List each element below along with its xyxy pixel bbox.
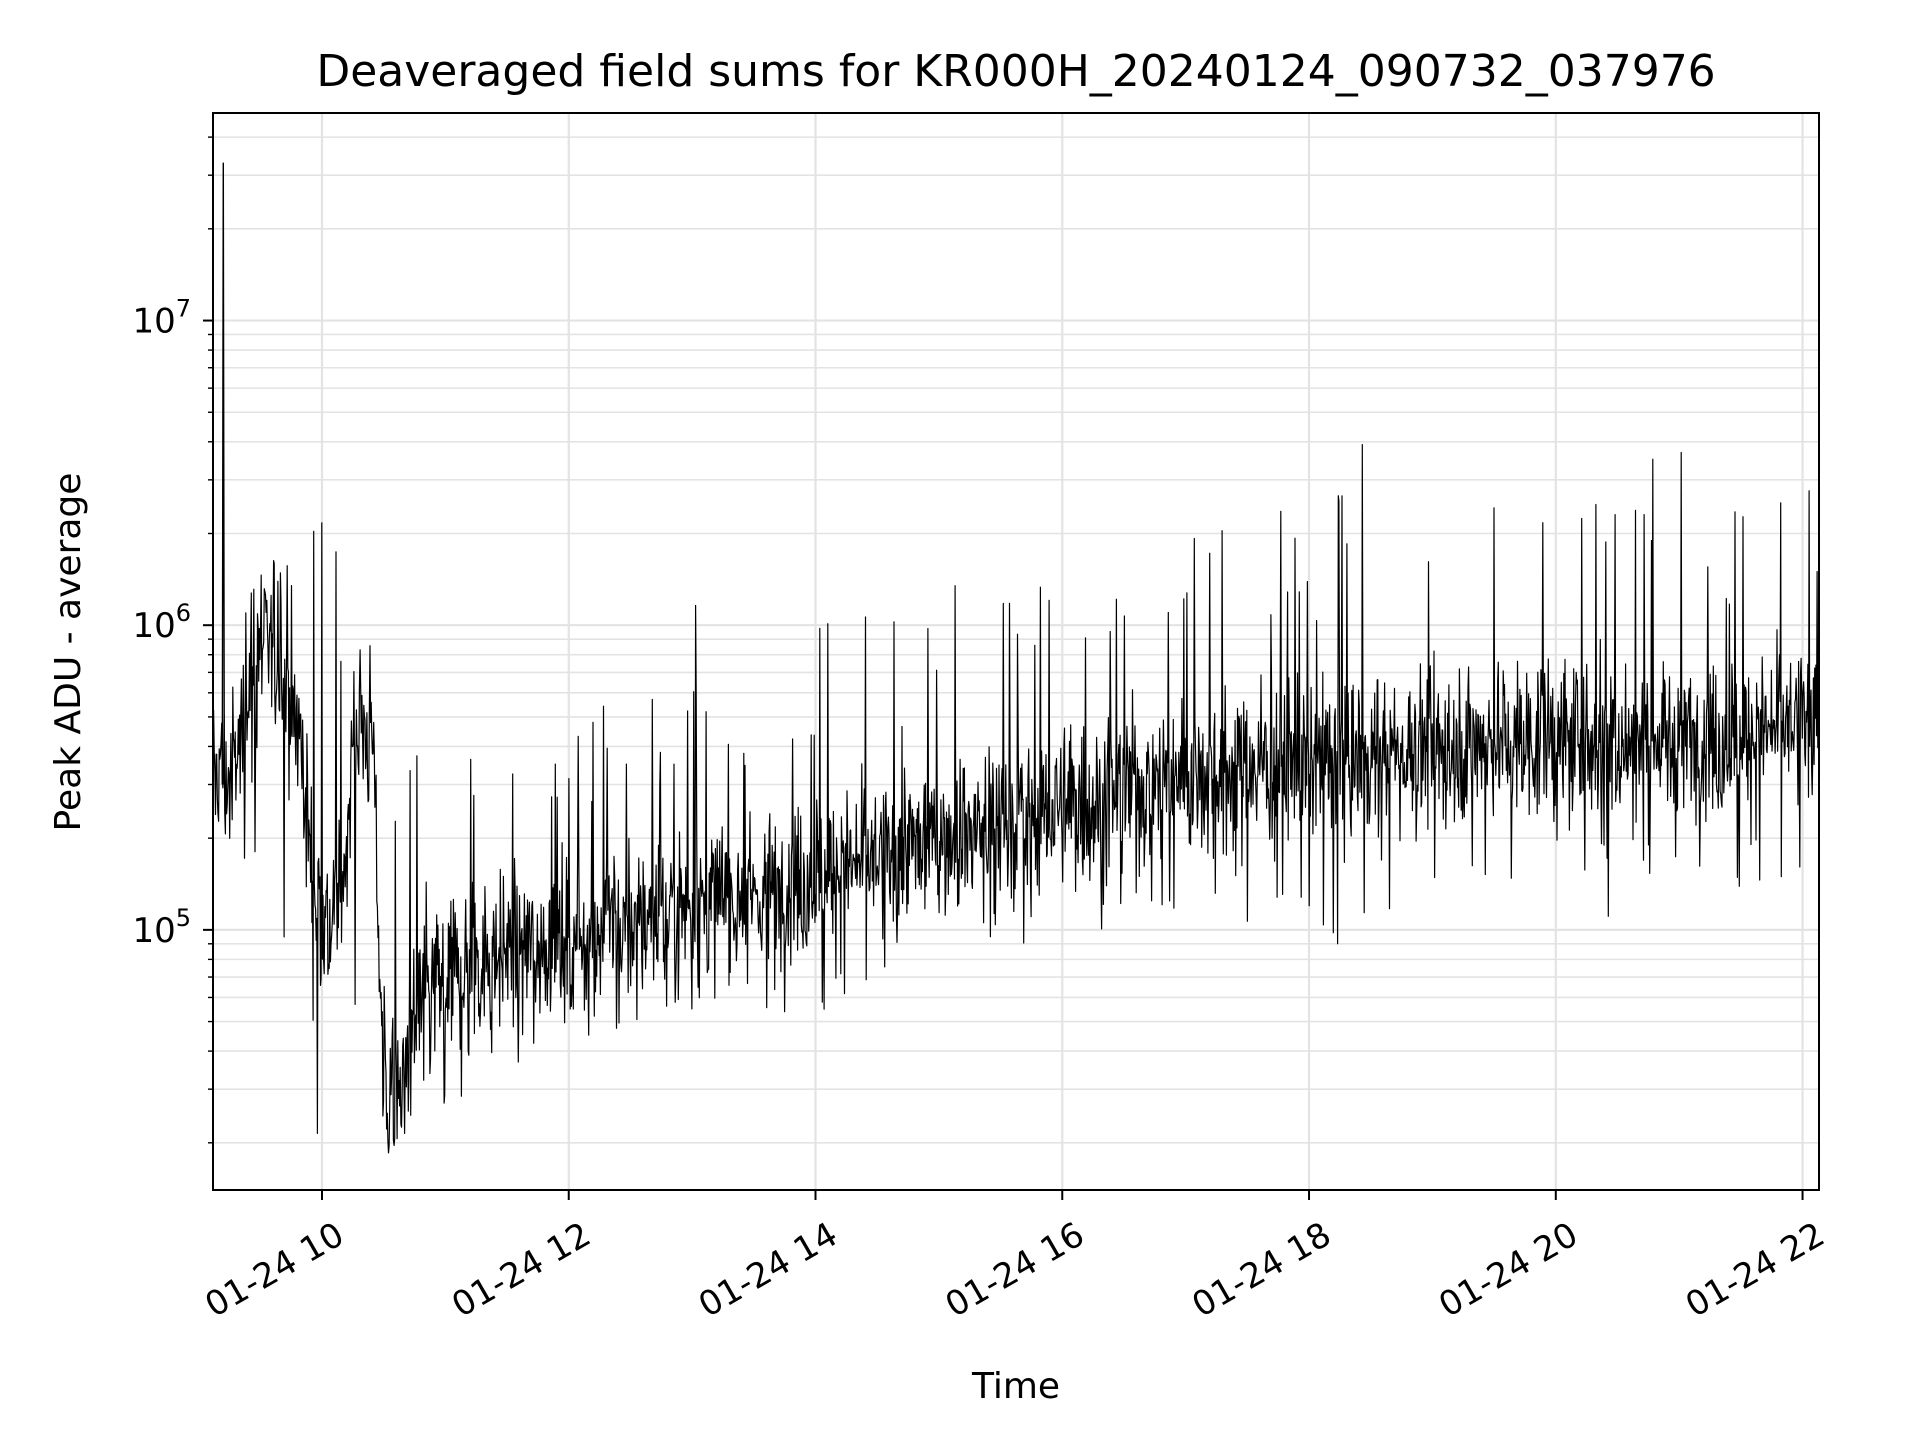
y-tick-label: 107 bbox=[132, 295, 191, 342]
x-axis-ticks: 01-24 10 01-24 12 01-24 14 01-24 16 01-24 18… bbox=[198, 1190, 1831, 1326]
data-series bbox=[212, 162, 1820, 1154]
x-tick-label: 01-24 12 bbox=[445, 1215, 597, 1326]
grid-lines bbox=[213, 113, 1819, 1190]
x-tick-label: 01-24 16 bbox=[939, 1215, 1091, 1326]
x-tick-label: 01-24 14 bbox=[692, 1215, 844, 1326]
x-axis-label: Time bbox=[971, 1366, 1060, 1407]
x-tick-label: 01-24 18 bbox=[1186, 1215, 1338, 1326]
plot-frame bbox=[212, 112, 1820, 1191]
x-tick-label: 01-24 20 bbox=[1432, 1215, 1584, 1326]
y-axis-label: Peak ADU - average bbox=[48, 473, 89, 832]
chart-title: Deaveraged field sums for KR000H_2024012… bbox=[316, 46, 1715, 97]
series-line bbox=[212, 444, 1820, 1154]
spike-line bbox=[221, 162, 225, 785]
x-tick-label: 01-24 10 bbox=[198, 1215, 350, 1326]
y-axis-ticks: 105 106 107 bbox=[132, 136, 213, 1144]
x-tick-label: 01-24 22 bbox=[1679, 1215, 1831, 1326]
y-tick-label: 105 bbox=[132, 904, 191, 951]
y-tick-label: 106 bbox=[132, 599, 191, 646]
